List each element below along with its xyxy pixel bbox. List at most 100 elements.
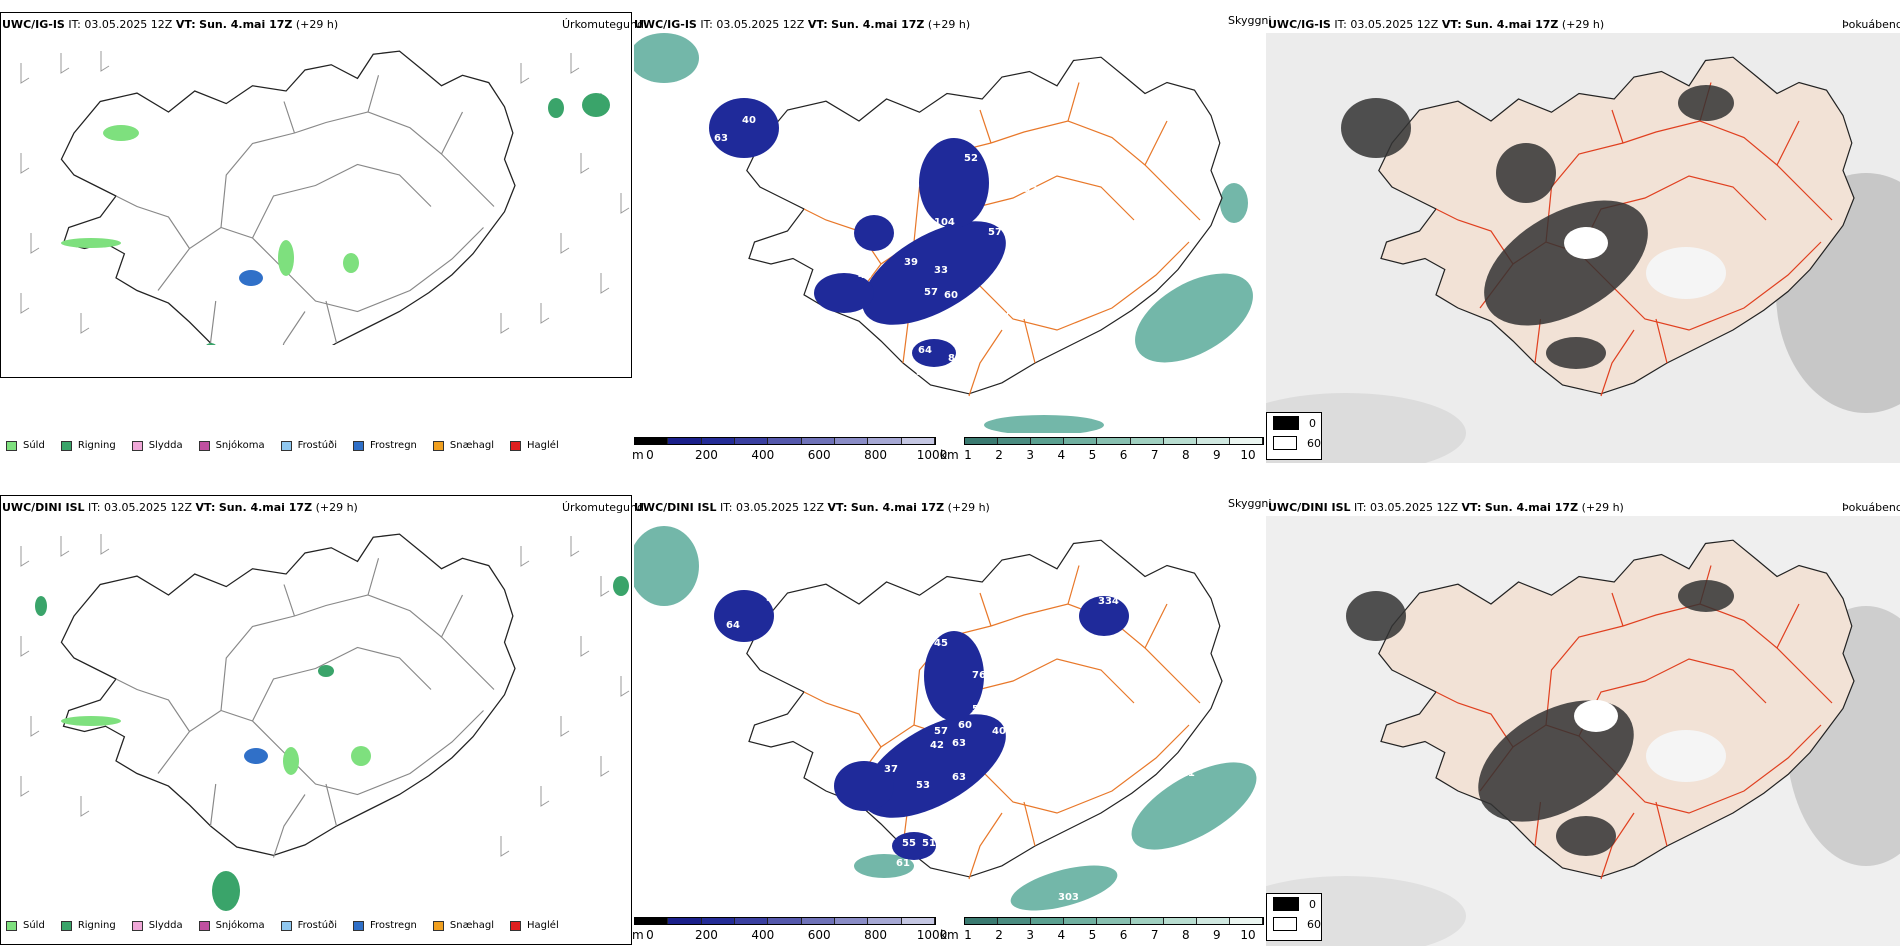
height-colorbar-1: m 0 200 400 600 800 1000: [632, 434, 947, 464]
colorbar-tick: 800: [864, 448, 888, 462]
peak-elevation-label: 69: [944, 618, 958, 629]
legend-swatch: [432, 440, 444, 451]
peak-elevation-label: 334: [1098, 596, 1119, 607]
precip-map-1: [20, 50, 630, 345]
peak-elevation-label: 95: [922, 716, 936, 727]
peak-elevation-label: 87: [1032, 173, 1046, 184]
precip-title: Úrkomutegund: [562, 18, 644, 31]
peak-elevation-label: 114: [956, 804, 977, 815]
legend-swatch: [432, 920, 444, 931]
legend-label: Snjókoma: [215, 920, 265, 931]
colorbar-tick: 7: [1150, 448, 1159, 462]
colorbar-tick: 400: [751, 448, 775, 462]
peak-elevation-label: 45: [934, 638, 948, 649]
peak-elevation-label: 76: [972, 670, 986, 681]
cloud-legend-1: 0 60: [1266, 412, 1322, 460]
colorbar-tick: 8: [1181, 928, 1190, 942]
legend-label: Haglél: [527, 440, 559, 451]
legend-label: Súld: [23, 920, 45, 931]
peak-elevation-label: 53: [916, 780, 930, 791]
vis-strip: [964, 437, 1264, 445]
legend-swatch: [280, 440, 292, 451]
peak-elevation-label: 57: [934, 726, 948, 737]
height-strip: [634, 917, 936, 925]
colorbar-tick: 6: [1119, 928, 1128, 942]
peak-elevation-label: 63: [952, 772, 966, 783]
colorbar-unit: m: [632, 928, 644, 942]
peak-elevation-label: 19: [1064, 293, 1078, 304]
colorbar-tick: 0: [646, 448, 654, 462]
peak-elevation-label: 55: [902, 838, 916, 849]
colorbar-tick: 3: [1026, 928, 1035, 942]
peak-elevation-label: 53: [970, 616, 984, 627]
header-precip-2: UWC/DINI ISL IT: 03.05.2025 12Z VT: Sun.…: [2, 501, 358, 514]
legend-label: Rigning: [77, 920, 116, 931]
colorbar-tick: 1: [964, 928, 972, 942]
peak-elevation-label: 35: [694, 240, 708, 251]
legend-label: Snjókoma: [215, 440, 265, 451]
peak-elevation-label: 42: [1024, 185, 1038, 196]
colorbar-tick: 800: [864, 928, 888, 942]
legend-label: Rigning: [77, 440, 116, 451]
legend-swatch: [131, 440, 143, 451]
peak-elevation-label: 38: [1008, 255, 1022, 266]
peak-elevation-label: 59: [784, 91, 798, 102]
legend-label: Frostúði: [297, 440, 337, 451]
colorbar-tick: 6: [1119, 448, 1128, 462]
peak-elevation-label: 53: [766, 593, 780, 604]
legend-swatch: [6, 920, 17, 931]
fog-index-shading: [1341, 85, 1734, 369]
peak-elevation-label: 111: [1174, 768, 1195, 779]
cloud-title-1: Þokuábendi: [1842, 18, 1900, 31]
colorbar-tick: 5: [1088, 928, 1097, 942]
fog-areas: [634, 33, 1253, 433]
legend-swatch: [510, 920, 522, 931]
colorbar-tick: 3: [1026, 448, 1035, 462]
colorbar-tick: 9: [1213, 448, 1221, 462]
precip-title-2: Úrkomutegund: [562, 501, 644, 514]
precip-cells: [61, 93, 610, 345]
legend-label: Frostúði: [297, 920, 337, 931]
peak-elevation-label: 94: [824, 120, 838, 131]
colorbar-tick: 10: [1240, 448, 1256, 462]
legend-item-snæhagl: Snæhagl: [432, 920, 494, 931]
peak-elevation-label: 48: [1016, 766, 1030, 777]
peak-elevation-label: 82: [1036, 231, 1050, 242]
skyggni-title-1: Skyggni: [1228, 14, 1272, 27]
peak-elevation-label: 62: [994, 153, 1008, 164]
colorbar-tick: 200: [694, 448, 718, 462]
legend-item-rigning: Rigning: [60, 920, 116, 931]
header-cloud-2: UWC/DINI ISL IT: 03.05.2025 12Z VT: Sun.…: [1268, 501, 1624, 514]
colorbar-tick: 2: [995, 448, 1003, 462]
peak-elevation-label: 68: [712, 163, 726, 174]
peak-elevation-label: 48: [1018, 748, 1032, 759]
peak-elevation-label: 75: [782, 603, 796, 614]
legend-label: Slydda: [148, 440, 183, 451]
legend-swatch: [60, 920, 72, 931]
peak-elevation-label: 89: [900, 200, 914, 211]
skyggni-title-2: Skyggni: [1228, 497, 1272, 510]
vis-colorbar-2: km 1 2 3 4 5 6 7 8 9 10: [940, 914, 1266, 944]
model-name: UWC/IG-IS: [2, 18, 65, 31]
legend-swatch: [280, 920, 292, 931]
peak-elevation-label: 60: [944, 290, 958, 301]
height-strip: [634, 437, 936, 445]
legend-item-frostúði: Frostúði: [280, 920, 337, 931]
glacier-areas: [709, 98, 1006, 367]
peak-elevation-label: 303: [1058, 892, 1079, 903]
header-skyggni-1: UWC/IG-IS IT: 03.05.2025 12Z VT: Sun. 4.…: [634, 18, 971, 31]
legend-item-súld: Súld: [6, 920, 45, 931]
header-cloud-1: UWC/IG-IS IT: 03.05.2025 12Z VT: Sun. 4.…: [1268, 18, 1605, 31]
peak-elevation-label: 102: [794, 121, 815, 132]
colorbar-tick: 10: [1240, 928, 1256, 942]
colorbar-tick: 600: [807, 928, 831, 942]
legend-item-snjókoma: Snjókoma: [198, 920, 265, 931]
legend-item-snjókoma: Snjókoma: [198, 440, 265, 451]
legend-label: Slydda: [148, 920, 183, 931]
peak-elevation-label: 76: [1026, 295, 1040, 306]
peak-elevation-label: 59: [972, 704, 986, 715]
precip-map-2: [20, 533, 630, 911]
legend-swatch: [131, 920, 143, 931]
